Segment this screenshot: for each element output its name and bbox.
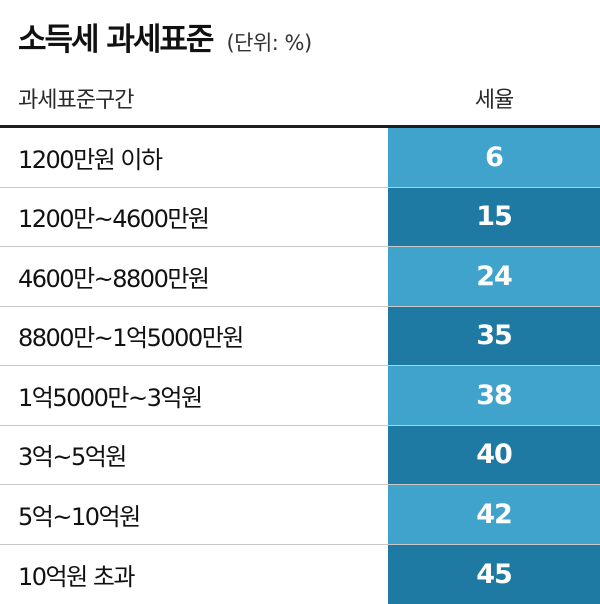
rate-value: 24 — [388, 247, 600, 306]
table-row: 1200만~4600만원 15 — [0, 187, 600, 247]
table-row: 1억5000만~3억원 38 — [0, 366, 600, 426]
tax-bracket-table: 1200만원 이하 6 1200만~4600만원 15 4600만~8800만원 24 88… — [0, 128, 600, 604]
table-row: 3억~5억원 40 — [0, 425, 600, 485]
bracket-label: 10억원 초과 — [18, 562, 136, 591]
rate-value: 15 — [388, 187, 600, 246]
bracket-label: 1200만~4600만원 — [18, 205, 210, 234]
table-row: 5억~10억원 42 — [0, 485, 600, 545]
rate-value: 38 — [388, 366, 600, 425]
bracket-label: 8800만~1억5000만원 — [18, 324, 244, 353]
rate-value: 40 — [388, 425, 600, 484]
bracket-column-header: 과세표준구간 — [18, 88, 134, 113]
rate-value: 6 — [388, 128, 600, 187]
table-row: 1200만원 이하 6 — [0, 128, 600, 188]
unit-label: (단위: %) — [226, 31, 312, 55]
bracket-label: 4600만~8800만원 — [18, 264, 210, 293]
table-header: 과세표준구간 세율 — [0, 72, 600, 124]
title-row: 소득세 과세표준 (단위: %) — [18, 14, 312, 64]
header-divider — [0, 125, 600, 128]
table-row: 8800만~1억5000만원 35 — [0, 306, 600, 366]
bracket-label: 5억~10억원 — [18, 502, 141, 531]
rate-value: 35 — [388, 306, 600, 365]
rate-column-header: 세율 — [474, 88, 514, 113]
chart-title: 소득세 과세표준 — [18, 22, 214, 58]
table-row: 4600만~8800만원 24 — [0, 247, 600, 307]
bracket-label: 3억~5억원 — [18, 443, 127, 472]
table-row: 10억원 초과 45 — [0, 544, 600, 604]
bracket-label: 1200만원 이하 — [18, 145, 163, 174]
rate-value: 42 — [388, 485, 600, 544]
rate-value: 45 — [388, 544, 600, 604]
bracket-label: 1억5000만~3억원 — [18, 383, 203, 412]
